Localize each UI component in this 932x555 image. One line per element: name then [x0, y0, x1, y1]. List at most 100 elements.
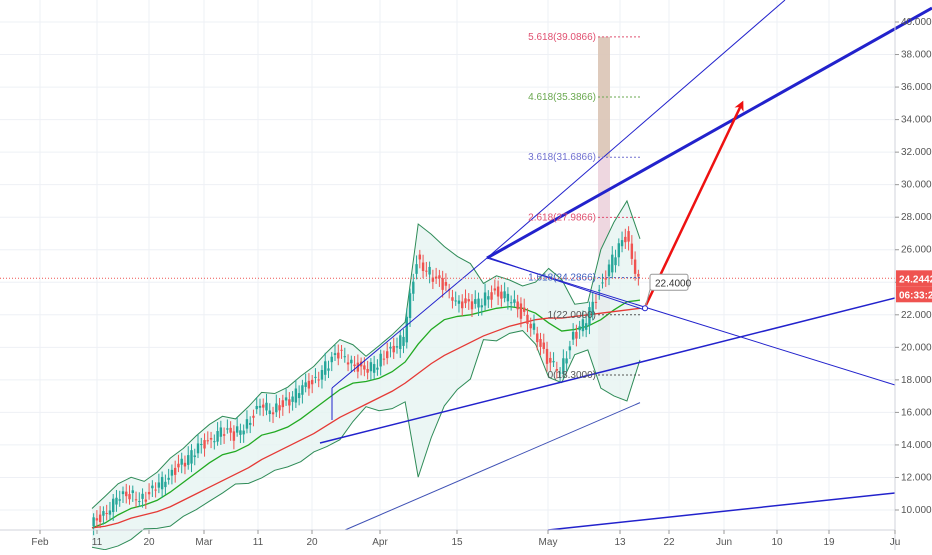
candle-body — [418, 254, 422, 260]
candle-body — [239, 430, 242, 435]
annotation-callout[interactable]: 22.4000 — [644, 273, 692, 309]
price-tick-label: 36.0000 — [901, 82, 932, 93]
candle-body — [633, 259, 637, 274]
candle-body — [265, 402, 268, 411]
candle-body — [519, 303, 523, 319]
candle-body — [98, 514, 102, 523]
trendline-ascending-support[interactable] — [319, 297, 896, 444]
candle-body — [317, 379, 320, 381]
candle-body — [102, 511, 105, 516]
candle-body — [431, 277, 435, 282]
candle-body — [604, 278, 607, 280]
candle-body — [112, 498, 115, 513]
candle-body — [222, 434, 226, 436]
candle-body — [627, 231, 630, 242]
candle-body — [183, 462, 187, 467]
candle-body — [624, 236, 627, 243]
candle-body — [278, 405, 281, 411]
candle-body — [219, 427, 223, 437]
fib-level-label: 5.618(39.0866) — [528, 32, 596, 43]
candle-body — [275, 403, 278, 413]
trendline-lower-support[interactable] — [547, 492, 896, 531]
candle-body — [340, 349, 343, 351]
candle-body — [415, 264, 418, 274]
candle-body — [552, 361, 555, 363]
candle-body — [555, 368, 559, 371]
time-axis[interactable]: Feb 11 20 Mar 11 20 Apr 15 May 13 22 Jun 10 19 Ju — [0, 529, 900, 548]
candle-body — [294, 388, 298, 403]
candle-body — [249, 422, 252, 425]
candle-body — [565, 358, 568, 364]
candle-body — [333, 353, 337, 355]
candle-body — [509, 302, 513, 304]
price-tick-label: 14.0000 — [901, 440, 932, 451]
trendline-descending-resistance[interactable] — [486, 257, 896, 386]
bollinger-upper — [91, 199, 641, 509]
candlesticks — [92, 226, 640, 536]
candle-body — [441, 278, 444, 290]
candle-body — [232, 431, 236, 441]
candle-body — [288, 399, 291, 406]
callout-box — [649, 273, 689, 291]
candle-body — [496, 286, 500, 297]
candle-body — [291, 396, 294, 402]
candle-body — [470, 301, 474, 310]
candle-body — [477, 298, 480, 308]
candle-body — [532, 323, 536, 330]
candle-body — [444, 282, 448, 286]
candle-body — [421, 262, 425, 272]
countdown-tag: 06:33:26 — [896, 286, 932, 303]
callout-anchor — [642, 305, 648, 312]
candle-body — [591, 301, 594, 316]
candle-body — [379, 353, 382, 367]
fib-level-label: 2.618(27.9866) — [528, 212, 596, 223]
trendline-pitch-left[interactable] — [331, 257, 488, 389]
candle-body — [92, 517, 95, 527]
price-tick-label: 18.0000 — [901, 375, 932, 386]
candle-body — [245, 419, 249, 429]
candle-body — [327, 368, 330, 371]
candle-body — [307, 380, 311, 389]
candle-body — [516, 301, 519, 310]
candle-body — [617, 243, 620, 258]
candle-body — [151, 485, 154, 489]
candle-body — [369, 362, 373, 372]
candle-body — [213, 441, 216, 443]
forecast-arrow[interactable] — [644, 100, 744, 306]
candle-body — [542, 342, 545, 349]
candle-body — [173, 467, 177, 475]
candle-body — [382, 358, 386, 360]
candle-body — [128, 494, 131, 500]
price-tick-label: 10.0000 — [901, 505, 932, 516]
ma-long-line — [344, 402, 641, 531]
candle-body — [229, 427, 232, 433]
trendline-pitchfork-mid[interactable] — [489, 257, 646, 311]
candle-body — [607, 264, 611, 277]
time-tick-label: 22 — [663, 537, 675, 548]
price-tick-label: 30.0000 — [901, 180, 932, 191]
price-axis[interactable]: 10.0000 12.0000 14.0000 16.0000 18.0000 20.00… — [895, 17, 932, 516]
candle-body — [216, 431, 219, 442]
bollinger-fill — [92, 200, 640, 550]
trendline-target-channel[interactable] — [486, 6, 932, 260]
time-tick-label: 19 — [823, 537, 835, 548]
fib-level-label: 4.618(35.3866) — [528, 92, 596, 103]
price-tick-label: 32.0000 — [901, 147, 932, 158]
candle-body — [529, 323, 532, 329]
bollinger-bands — [91, 199, 641, 551]
candle-body — [95, 518, 99, 521]
candle-body — [356, 362, 360, 372]
candle-body — [562, 358, 565, 375]
candle-body — [164, 481, 167, 488]
time-tick-label: 13 — [614, 537, 626, 548]
candle-body — [203, 440, 206, 449]
candle-body — [144, 499, 148, 502]
candle-body — [500, 291, 503, 299]
trendline-upper-channel[interactable] — [486, 0, 786, 259]
candle-body — [366, 368, 369, 373]
candle-body — [523, 307, 526, 312]
candle-body — [121, 491, 125, 495]
fib-level-label: 1(22.0000) — [548, 310, 596, 321]
